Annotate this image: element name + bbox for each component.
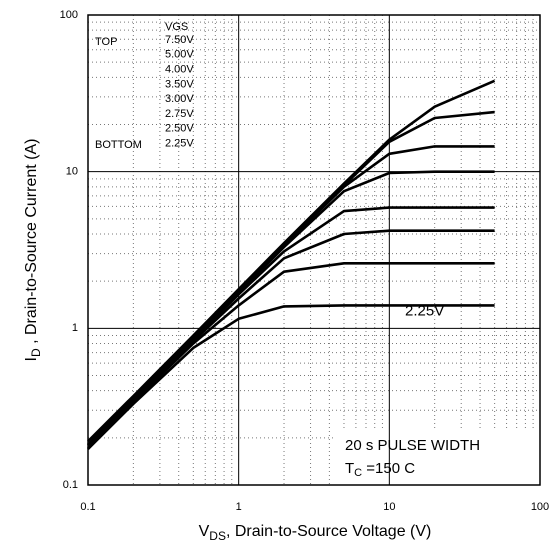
y-tick-label: 100 [60, 9, 78, 21]
x-tick-label: 10 [383, 501, 395, 513]
legend-title: VGS [165, 21, 188, 33]
legend-entry: 3.50V [165, 78, 194, 90]
series-line [87, 262, 495, 450]
x-tick-label: 0.1 [80, 501, 95, 513]
y-tick-label: 1 [72, 322, 78, 334]
series-line [87, 145, 495, 446]
y-tick-label: 10 [66, 166, 78, 178]
x-tick-label: 100 [531, 501, 549, 513]
legend-entry: 7.50V [165, 34, 194, 46]
x-axis-label: VDS, Drain-to-Source Voltage (V) [199, 523, 432, 543]
y-tick-label: 0.1 [63, 479, 78, 491]
series-line [87, 206, 495, 446]
x-label-symbol: V [199, 523, 210, 540]
temp-text: =150 C [362, 460, 415, 477]
legend-entry: 2.25V [165, 138, 194, 150]
legend-entry: 2.50V [165, 123, 194, 135]
curve-label: 2.25V [405, 302, 444, 319]
series-line [87, 304, 495, 450]
annotation-temp: TC =150 C [345, 460, 415, 479]
y-label-subscript: D [29, 348, 43, 357]
y-label-text: , Drain-to-Source Current (A) [23, 139, 40, 349]
temp-subscript: C [354, 467, 362, 479]
y-axis-label: ID , Drain-to-Source Current (A) [23, 139, 43, 362]
legend-entry: 4.00V [165, 64, 194, 76]
legend-entry: 3.00V [165, 93, 194, 105]
legend-top: TOP [95, 36, 117, 48]
annotation-pulse: 20 s PULSE WIDTH [345, 437, 480, 454]
x-label-subscript: DS [209, 529, 226, 543]
temp-symbol: T [345, 460, 354, 477]
series-line [87, 229, 495, 450]
series-line [87, 170, 495, 446]
x-label-text: , Drain-to-Source Voltage (V) [226, 523, 431, 540]
x-tick-label: 1 [236, 501, 242, 513]
plot-frame [87, 14, 541, 486]
legend-entry: 2.75V [165, 108, 194, 120]
y-label-symbol: I [23, 357, 40, 361]
legend-bottom: BOTTOM [95, 139, 142, 151]
annotation-box [335, 430, 540, 485]
series-line [87, 110, 495, 446]
legend-entry: 5.00V [165, 49, 194, 61]
